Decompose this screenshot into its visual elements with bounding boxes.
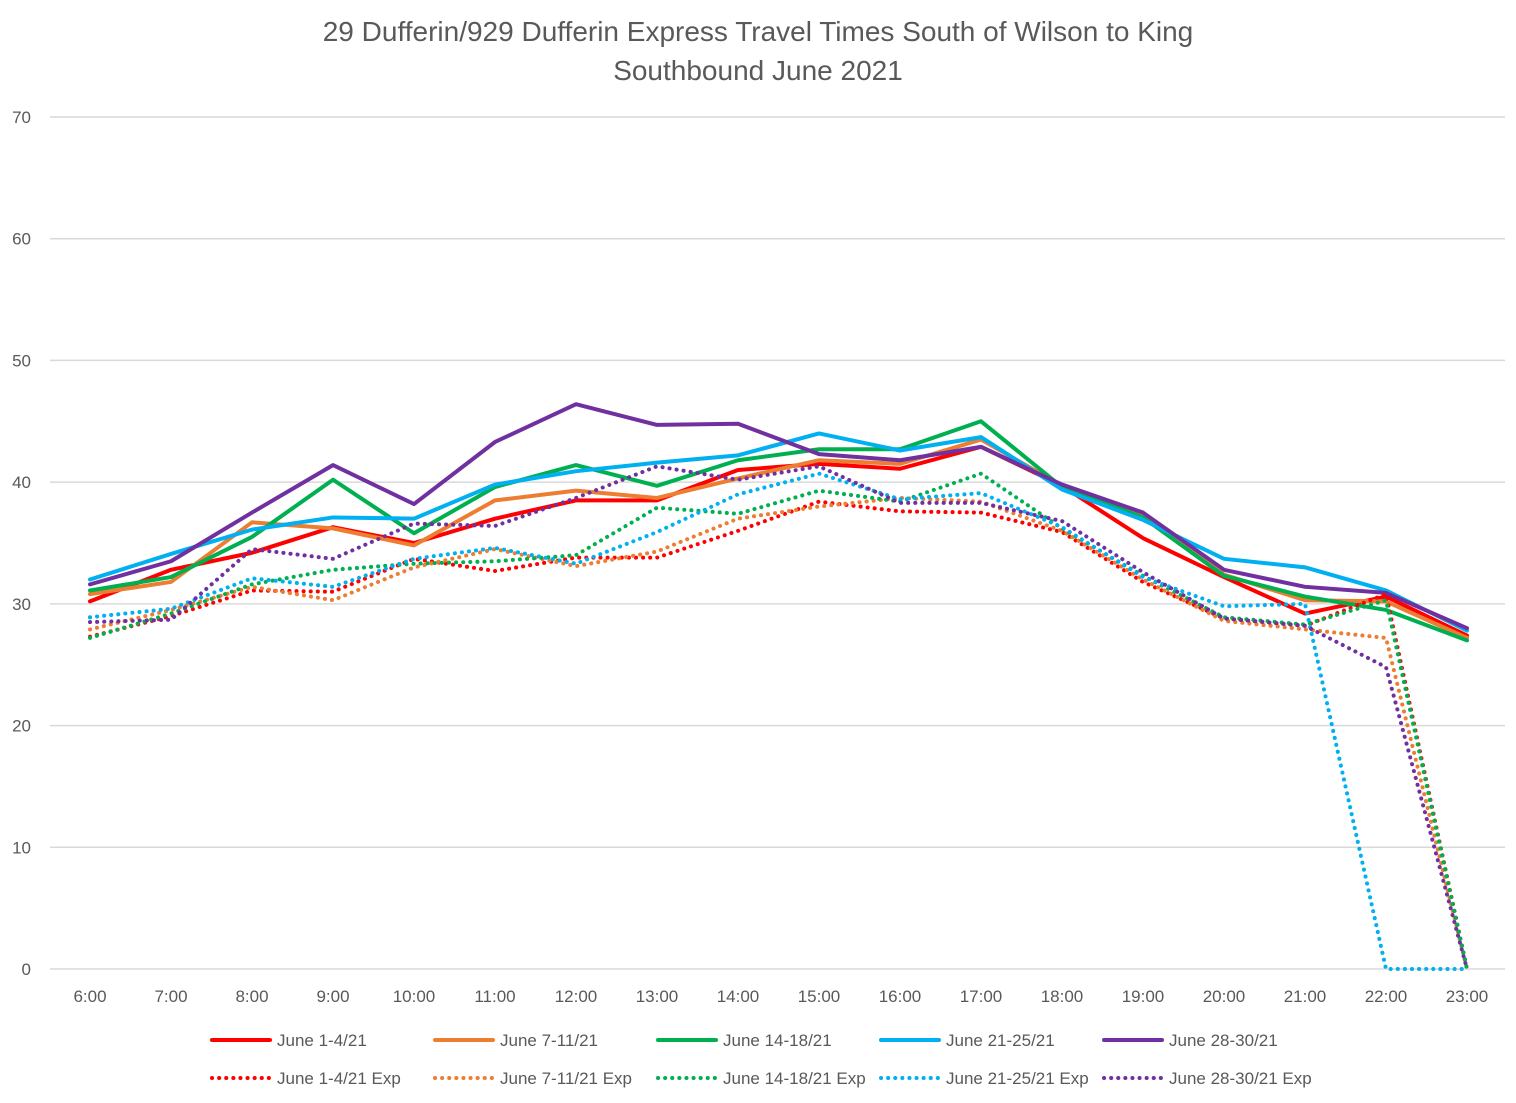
legend-label: June 21-25/21 Exp <box>946 1069 1089 1088</box>
y-tick-label: 10 <box>12 838 31 857</box>
chart-subtitle: Southbound June 2021 <box>613 55 903 86</box>
legend-label: June 1-4/21 <box>277 1031 367 1050</box>
legend-label: June 14-18/21 Exp <box>723 1069 866 1088</box>
x-tick-label: 6:00 <box>73 987 106 1006</box>
legend-label: June 1-4/21 Exp <box>277 1069 401 1088</box>
legend-label: June 7-11/21 <box>500 1031 598 1050</box>
x-tick-label: 9:00 <box>316 987 349 1006</box>
y-tick-label: 70 <box>12 108 31 127</box>
x-tick-label: 12:00 <box>555 987 598 1006</box>
y-tick-label: 0 <box>22 960 31 979</box>
x-tick-label: 22:00 <box>1365 987 1408 1006</box>
x-tick-label: 15:00 <box>798 987 841 1006</box>
x-tick-label: 20:00 <box>1203 987 1246 1006</box>
series-line <box>88 402 1469 631</box>
x-tick-label: 18:00 <box>1041 987 1084 1006</box>
x-tick-label: 21:00 <box>1284 987 1327 1006</box>
chart-title: 29 Dufferin/929 Dufferin Express Travel … <box>322 16 1194 47</box>
x-tick-label: 11:00 <box>474 987 515 1006</box>
x-tick-label: 10:00 <box>393 987 436 1006</box>
x-tick-label: 14:00 <box>717 987 760 1006</box>
x-tick-label: 8:00 <box>235 987 268 1006</box>
series-line <box>88 431 1469 633</box>
x-tick-label: 16:00 <box>879 987 922 1006</box>
series-line <box>88 495 1469 971</box>
legend-label: June 14-18/21 <box>723 1031 832 1050</box>
legend-label: June 7-11/21 Exp <box>500 1069 632 1088</box>
x-tick-label: 23:00 <box>1446 987 1489 1006</box>
y-tick-label: 20 <box>12 717 31 736</box>
series-line <box>88 471 1469 971</box>
x-tick-label: 7:00 <box>154 987 187 1006</box>
series-line <box>88 464 1469 971</box>
x-tick-label: 19:00 <box>1122 987 1165 1006</box>
legend-label: June 28-30/21 Exp <box>1169 1069 1312 1088</box>
x-tick-label: 17:00 <box>960 987 1003 1006</box>
series-line <box>88 444 1469 638</box>
y-tick-label: 60 <box>12 230 31 249</box>
series-line <box>88 471 1469 971</box>
y-tick-label: 50 <box>12 351 31 370</box>
x-tick-label: 13:00 <box>636 987 679 1006</box>
series-line <box>88 499 1469 971</box>
legend-label: June 21-25/21 <box>946 1031 1055 1050</box>
y-tick-label: 40 <box>12 473 31 492</box>
series-line <box>88 419 1469 643</box>
y-tick-label: 30 <box>12 595 31 614</box>
legend-label: June 28-30/21 <box>1169 1031 1278 1050</box>
